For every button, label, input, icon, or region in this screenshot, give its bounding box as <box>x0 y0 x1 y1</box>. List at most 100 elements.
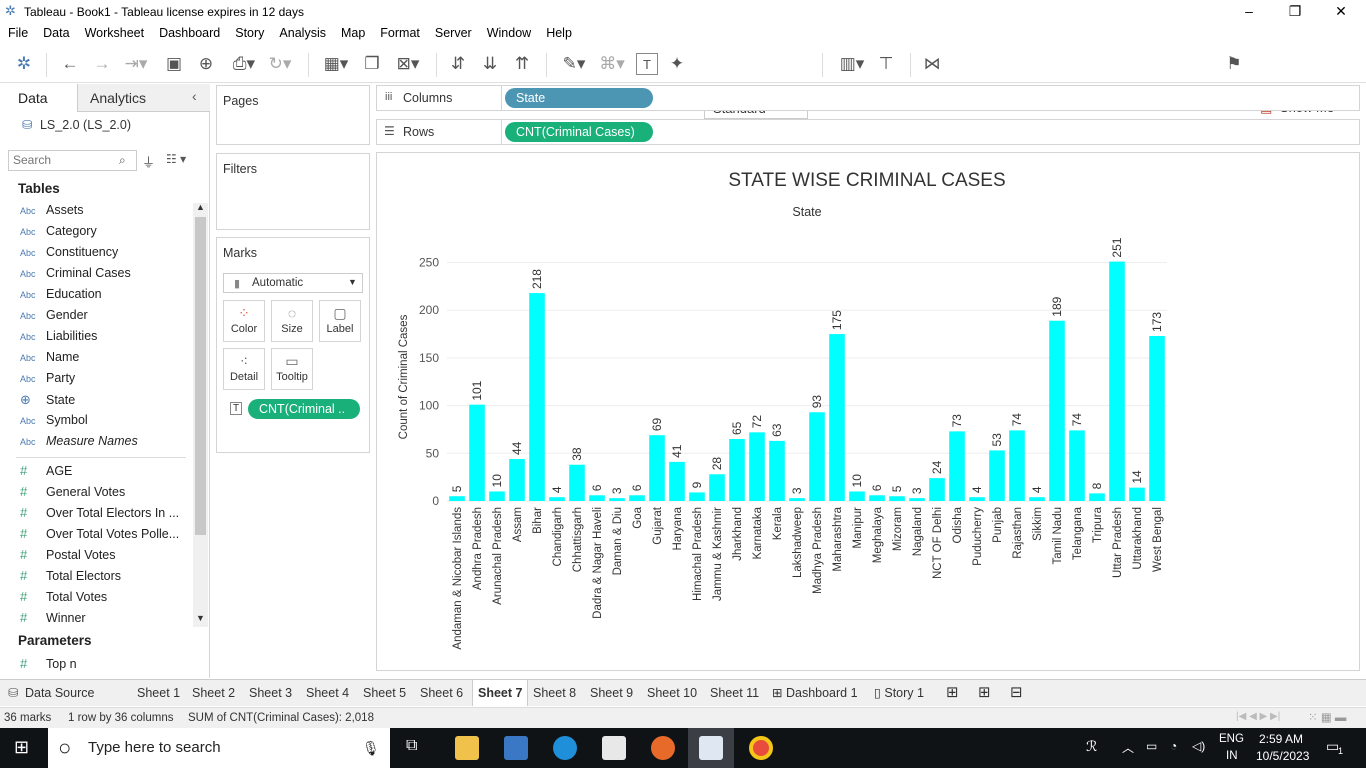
columns-shelf[interactable]: iii Columns State <box>376 85 1360 111</box>
sheet-tab[interactable]: Sheet 4 <box>306 686 350 700</box>
edge-icon[interactable] <box>553 736 577 760</box>
tableau-taskbar-item[interactable] <box>688 728 734 768</box>
swap-icon[interactable]: ⇵ <box>450 54 466 73</box>
cards-icon[interactable]: ▥▾ <box>839 54 865 73</box>
sheet-tab[interactable]: Sheet 2 <box>192 686 236 700</box>
dashboard-tab[interactable]: ⊞ Dashboard 1 <box>772 686 858 700</box>
tab-analytics[interactable]: Analytics ‹ <box>78 84 210 112</box>
save-icon[interactable]: ▣ <box>165 54 183 73</box>
field-dimension[interactable]: ⊕ State <box>20 392 75 412</box>
field-dimension[interactable]: Abc Party <box>20 371 75 391</box>
tableau-home-icon[interactable]: ✲ <box>16 54 32 73</box>
wifi-icon[interactable]: ◔ <box>1170 739 1178 753</box>
field-dimension[interactable]: Abc Symbol <box>20 413 88 433</box>
presentation-icon[interactable]: ⊤ <box>878 54 894 73</box>
file-explorer-icon[interactable] <box>455 736 479 760</box>
sort-descending-icon[interactable]: ⇈ <box>514 54 530 73</box>
highlight-icon[interactable]: ✎▾ <box>562 54 586 73</box>
sort-ascending-icon[interactable]: ⇊ <box>482 54 498 73</box>
fix-axes-icon[interactable]: ✦ <box>669 54 685 73</box>
task-view-icon[interactable]: ⧉ <box>406 737 418 754</box>
refresh-icon[interactable]: ↻▾ <box>268 54 292 73</box>
story-tab[interactable]: ▯ Story 1 <box>874 686 924 700</box>
field-measure[interactable]: # Total Electors <box>20 568 121 588</box>
clear-sheet-icon[interactable]: ⊠▾ <box>396 54 420 73</box>
undo-icon[interactable]: ← <box>61 54 79 73</box>
field-dimension[interactable]: Abc Education <box>20 287 102 307</box>
restore-button[interactable]: ❐ <box>1288 3 1302 19</box>
scrollbar[interactable]: ▲ ▼ <box>193 202 208 627</box>
rows-pill[interactable]: CNT(Criminal Cases) <box>505 122 653 142</box>
datasource-item[interactable]: ⛁ LS_2.0 (LS_2.0) <box>22 118 132 132</box>
menu-story[interactable]: Story <box>235 26 265 40</box>
sheet-tab[interactable]: Sheet 5 <box>363 686 407 700</box>
sheet-tab[interactable]: Sheet 8 <box>533 686 577 700</box>
volume-icon[interactable]: ◁) <box>1192 739 1206 753</box>
new-story-icon[interactable]: ⊟ <box>1010 684 1023 701</box>
sheet-tab[interactable]: Sheet 9 <box>590 686 634 700</box>
columns-pill[interactable]: State <box>505 88 653 108</box>
taskbar-search[interactable]: ○ Type here to search 🎙 <box>48 728 390 768</box>
clock-date[interactable]: 10/5/2023 <box>1256 749 1310 763</box>
field-measure[interactable]: # AGE <box>20 463 72 483</box>
menu-file[interactable]: File <box>8 26 29 40</box>
chrome-icon[interactable] <box>749 736 773 760</box>
menu-window[interactable]: Window <box>486 26 532 40</box>
share-icon[interactable]: ⋈ <box>923 54 941 73</box>
mail-icon[interactable] <box>602 736 626 760</box>
mark-type-select[interactable]: ▮ Automatic ▼ <box>223 273 363 293</box>
redo-icon[interactable]: → <box>93 54 111 73</box>
field-measure[interactable]: # Total Votes <box>20 589 107 609</box>
menu-data[interactable]: Data <box>43 26 70 40</box>
field-measure[interactable]: # Over Total Electors In ... <box>20 505 179 525</box>
menu-dashboard[interactable]: Dashboard <box>159 26 221 40</box>
sheet-tab[interactable]: Sheet 6 <box>420 686 464 700</box>
new-worksheet-icon[interactable]: ▦▾ <box>323 54 349 73</box>
scroll-up-icon[interactable]: ▲ <box>196 202 205 212</box>
new-datasource-icon[interactable]: ⊕ <box>198 54 214 73</box>
pause-updates-icon[interactable]: ⎙▾ <box>232 54 256 73</box>
clock-time[interactable]: 2:59 AM <box>1259 732 1304 746</box>
pin-icon[interactable]: ⚑ <box>1226 54 1242 73</box>
windows-start-icon[interactable]: ⊞ <box>14 737 30 757</box>
parameter-item[interactable]: # Top n <box>20 656 77 671</box>
collapse-icon[interactable]: ‹ <box>192 88 197 104</box>
data-source-tab[interactable]: ⛁ Data Source <box>8 686 95 700</box>
notification-icon[interactable]: ▭ <box>1326 738 1340 754</box>
field-measure[interactable]: # Winner <box>20 610 86 630</box>
rows-shelf[interactable]: ☰ Rows CNT(Criminal Cases) <box>376 119 1360 145</box>
field-measure[interactable]: # Over Total Votes Polle... <box>20 526 179 546</box>
menu-format[interactable]: Format <box>380 26 420 40</box>
label-button[interactable]: ▢ Label <box>319 300 361 342</box>
minimize-button[interactable]: – <box>1245 3 1253 19</box>
marks-pill[interactable]: CNT(Criminal .. <box>248 399 360 419</box>
scroll-down-icon[interactable]: ▼ <box>196 613 205 623</box>
language-eng[interactable]: ENG <box>1219 733 1244 745</box>
sheet-tab[interactable]: Sheet 7 <box>472 680 529 706</box>
firefox-icon[interactable] <box>651 736 675 760</box>
field-dimension[interactable]: Abc Name <box>20 350 79 370</box>
new-worksheet-icon[interactable]: ⊞ <box>946 684 959 701</box>
grid-view-icon[interactable]: ⁙ ▦ ▬ <box>1308 712 1347 724</box>
pages-shelf[interactable]: Pages <box>216 85 370 145</box>
people-icon[interactable]: ℛ <box>1086 738 1098 754</box>
search-input[interactable] <box>13 153 113 167</box>
field-measure[interactable]: # Postal Votes <box>20 547 116 567</box>
size-button[interactable]: ◌ Size <box>271 300 313 342</box>
filter-icon[interactable]: ⏚ <box>142 155 156 170</box>
tooltip-button[interactable]: ▭ Tooltip <box>271 348 313 390</box>
menu-map[interactable]: Map <box>340 26 366 40</box>
sheet-tab[interactable]: Sheet 3 <box>249 686 293 700</box>
tray-arrow-icon[interactable]: ︿ <box>1122 741 1135 755</box>
field-dimension[interactable]: Abc Assets <box>20 203 84 223</box>
field-measure[interactable]: # General Votes <box>20 484 125 504</box>
store-icon[interactable] <box>504 736 528 760</box>
field-dimension[interactable]: Abc Constituency <box>20 245 118 265</box>
field-dimension[interactable]: Abc Criminal Cases <box>20 266 131 286</box>
group-icon[interactable]: ⌘▾ <box>599 54 625 73</box>
language-in[interactable]: IN <box>1226 750 1238 762</box>
tab-data[interactable]: Data <box>0 84 78 112</box>
menu-worksheet[interactable]: Worksheet <box>84 26 145 40</box>
duplicate-icon[interactable]: ❐ <box>364 54 380 73</box>
field-dimension[interactable]: Abc Liabilities <box>20 329 97 349</box>
